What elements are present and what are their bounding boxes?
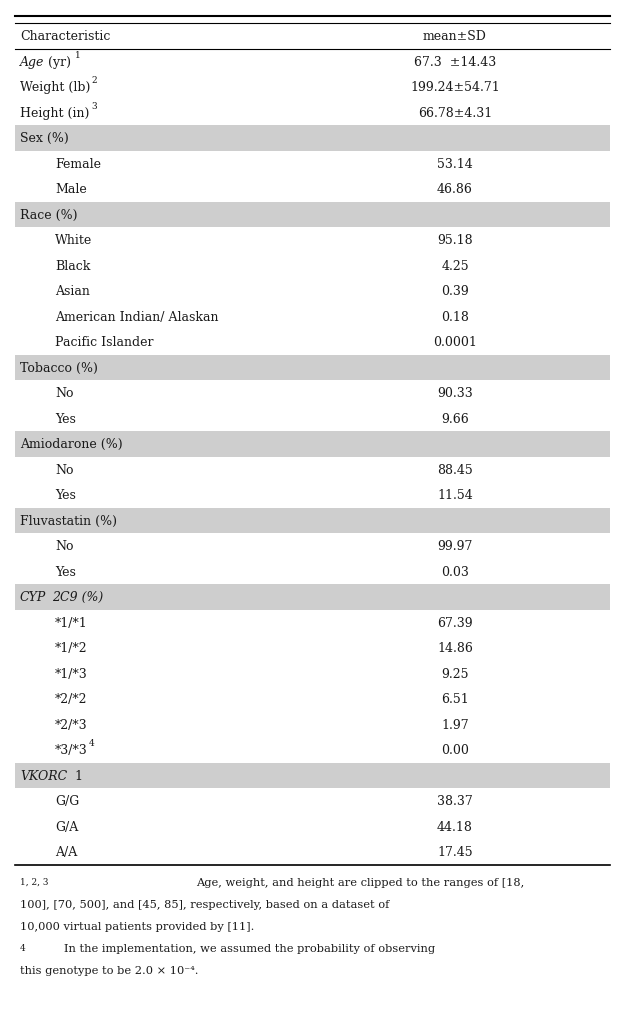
Text: 6.51: 6.51 (441, 693, 469, 706)
Text: White: White (55, 234, 92, 247)
Text: Amiodarone (%): Amiodarone (%) (20, 438, 123, 451)
Text: *2/*2: *2/*2 (55, 693, 87, 706)
Text: 46.86: 46.86 (437, 183, 473, 196)
Text: Black: Black (55, 260, 90, 273)
Text: *1/*1: *1/*1 (55, 616, 88, 629)
Text: *1/*2: *1/*2 (55, 642, 87, 654)
Text: 3: 3 (91, 102, 97, 110)
Text: Age: Age (20, 56, 44, 69)
Bar (15, 508, 610, 534)
Bar (15, 202, 610, 227)
Text: Height (in): Height (in) (20, 106, 89, 119)
Text: 66.78±4.31: 66.78±4.31 (418, 106, 492, 119)
Text: 2: 2 (91, 76, 97, 85)
Text: 4: 4 (89, 738, 94, 747)
Text: No: No (55, 387, 74, 400)
Text: 67.39: 67.39 (437, 616, 473, 629)
Text: 95.18: 95.18 (437, 234, 473, 247)
Text: G/G: G/G (55, 795, 79, 808)
Text: Yes: Yes (55, 488, 76, 501)
Text: (yr): (yr) (44, 56, 72, 69)
Text: 67.3  ±14.43: 67.3 ±14.43 (414, 56, 496, 69)
Text: *3/*3: *3/*3 (55, 743, 88, 756)
Bar (15, 126, 610, 152)
Text: 199.24±54.71: 199.24±54.71 (410, 81, 500, 94)
Text: A/A: A/A (55, 845, 77, 858)
Text: Male: Male (55, 183, 87, 196)
Text: 4.25: 4.25 (441, 260, 469, 273)
Text: VKORC: VKORC (20, 769, 67, 782)
Text: 17.45: 17.45 (437, 845, 473, 858)
Text: G/A: G/A (55, 820, 78, 833)
Text: 9.25: 9.25 (441, 667, 469, 680)
Bar (15, 432, 610, 457)
Text: 0.18: 0.18 (441, 310, 469, 324)
Text: 100], [70, 500], and [45, 85], respectively, based on a dataset of: 100], [70, 500], and [45, 85], respectiv… (20, 899, 389, 909)
Text: 88.45: 88.45 (437, 463, 473, 476)
Text: 10,000 virtual patients provided by [11].: 10,000 virtual patients provided by [11]… (20, 921, 255, 930)
Text: CYP: CYP (20, 590, 46, 604)
Text: 53.14: 53.14 (437, 158, 473, 171)
Text: 14.86: 14.86 (437, 642, 473, 654)
Text: this genotype to be 2.0 × 10⁻⁴.: this genotype to be 2.0 × 10⁻⁴. (20, 964, 198, 975)
Text: 0.39: 0.39 (441, 285, 469, 298)
Text: Yes: Yes (55, 565, 76, 578)
Bar (15, 584, 610, 610)
Text: Female: Female (55, 158, 101, 171)
Text: No: No (55, 463, 74, 476)
Text: 0.0001: 0.0001 (433, 336, 477, 349)
Text: *1/*3: *1/*3 (55, 667, 88, 680)
Text: Pacific Islander: Pacific Islander (55, 336, 154, 349)
Text: No: No (55, 540, 74, 553)
Text: 4: 4 (20, 942, 29, 951)
Text: 99.97: 99.97 (437, 540, 473, 553)
Text: 38.37: 38.37 (437, 795, 473, 808)
Text: 1, 2, 3: 1, 2, 3 (20, 877, 51, 886)
Text: In the implementation, we assumed the probability of observing: In the implementation, we assumed the pr… (64, 942, 435, 952)
Text: 1: 1 (74, 769, 82, 782)
Text: Race (%): Race (%) (20, 208, 77, 221)
Text: Tobacco (%): Tobacco (%) (20, 361, 98, 374)
Text: 44.18: 44.18 (437, 820, 473, 833)
Text: Weight (lb): Weight (lb) (20, 81, 90, 94)
Text: 1: 1 (74, 51, 80, 60)
Text: 9.66: 9.66 (441, 412, 469, 426)
Text: Characteristic: Characteristic (20, 30, 110, 43)
Text: 0.00: 0.00 (441, 743, 469, 756)
Text: Sex (%): Sex (%) (20, 132, 69, 146)
Text: Age, weight, and height are clipped to the ranges of [18,: Age, weight, and height are clipped to t… (195, 877, 524, 887)
Bar (15, 355, 610, 380)
Text: 0.03: 0.03 (441, 565, 469, 578)
Text: 11.54: 11.54 (437, 488, 473, 501)
Text: American Indian/ Alaskan: American Indian/ Alaskan (55, 310, 218, 324)
Text: Fluvastatin (%): Fluvastatin (%) (20, 515, 117, 527)
Text: mean±SD: mean±SD (423, 30, 487, 43)
Text: Yes: Yes (55, 412, 76, 426)
Text: 90.33: 90.33 (437, 387, 473, 400)
Text: Asian: Asian (55, 285, 90, 298)
Text: 1.97: 1.97 (441, 718, 469, 731)
Text: 2C9 (%): 2C9 (%) (52, 590, 103, 604)
Text: *2/*3: *2/*3 (55, 718, 87, 731)
Bar (15, 762, 610, 789)
